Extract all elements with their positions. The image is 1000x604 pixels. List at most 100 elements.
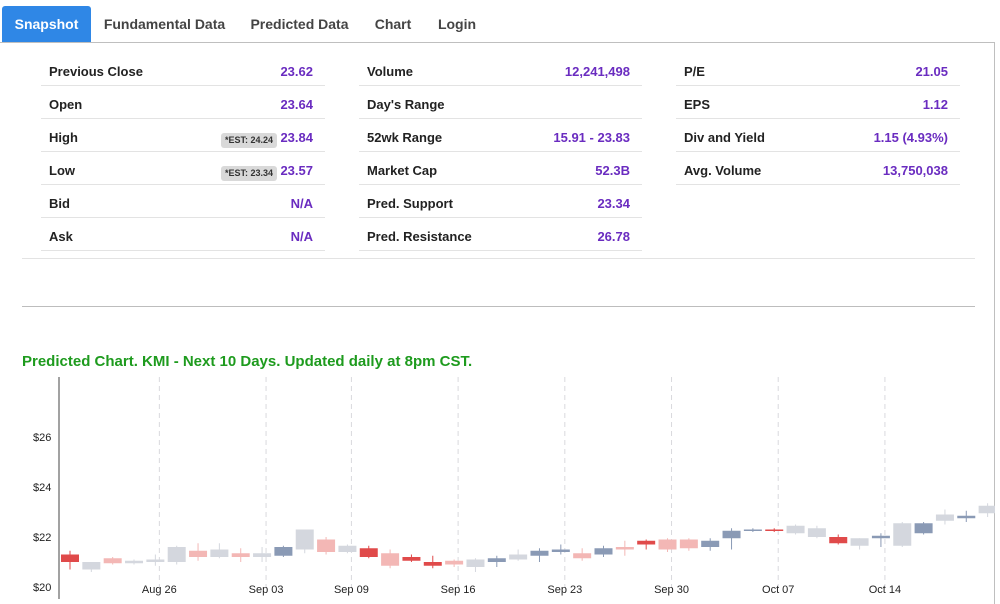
value-div-yield: 1.15 (4.93%) xyxy=(873,130,948,145)
candle-body xyxy=(445,560,464,565)
label-previous-close: Previous Close xyxy=(49,64,143,79)
candle-body xyxy=(765,529,784,531)
value-eps: 1.12 xyxy=(922,97,948,112)
value-previous-close: 23.62 xyxy=(280,64,313,79)
label-avg-volume: Avg. Volume xyxy=(684,163,762,178)
label-open: Open xyxy=(49,97,83,112)
row-open: Open 23.64 xyxy=(41,86,325,119)
divider-light xyxy=(22,258,975,259)
label-pe: P/E xyxy=(684,64,705,79)
row-volume: Volume 12,241,498 xyxy=(359,53,642,86)
label-days-range: Day's Range xyxy=(367,97,445,112)
value-open: 23.64 xyxy=(280,97,313,112)
value-52wk-range: 15.91 - 23.83 xyxy=(553,130,630,145)
candle-body xyxy=(423,562,442,566)
tab-chart[interactable]: Chart xyxy=(374,16,412,32)
value-pred-resistance: 26.78 xyxy=(597,229,630,244)
candle-body xyxy=(594,548,613,555)
candle-body xyxy=(679,539,698,549)
value-pe: 21.05 xyxy=(915,64,948,79)
label-ask: Ask xyxy=(49,229,73,244)
label-bid: Bid xyxy=(49,196,70,211)
candle-body xyxy=(466,559,485,567)
candle-body xyxy=(61,554,79,562)
candle-body xyxy=(509,554,528,560)
candle-body xyxy=(935,514,954,521)
chart-title: Predicted Chart. KMI - Next 10 Days. Upd… xyxy=(22,353,473,370)
value-low: 23.57 xyxy=(280,163,313,178)
row-previous-close: Previous Close 23.62 xyxy=(41,53,325,86)
candle-body xyxy=(722,530,741,539)
tab-login[interactable]: Login xyxy=(437,16,477,32)
tab-snapshot[interactable]: Snapshot xyxy=(2,6,91,43)
candle-body xyxy=(829,537,848,544)
x-tick-label: Sep 16 xyxy=(441,584,476,596)
y-tick-label: $20 xyxy=(33,582,51,594)
candle-body xyxy=(103,558,122,564)
row-pred-resistance: Pred. Resistance 26.78 xyxy=(359,218,642,251)
candle-body xyxy=(786,525,805,534)
row-ask: Ask N/A xyxy=(41,218,325,251)
tab-bar: Snapshot Fundamental Data Predicted Data… xyxy=(0,6,1000,43)
row-market-cap: Market Cap 52.3B xyxy=(359,152,642,185)
x-tick-label: Oct 07 xyxy=(762,584,794,596)
est-badge-low: *EST: 23.34 xyxy=(220,166,277,181)
candlestick-chart: Aug 26 Sep 03 Sep 09 Sep 16 Sep 23 Sep 30 Oct … xyxy=(33,377,995,599)
candle-body xyxy=(637,540,656,545)
value-market-cap: 52.3B xyxy=(595,163,630,178)
candle-body xyxy=(658,539,677,550)
value-volume: 12,241,498 xyxy=(564,64,630,79)
label-eps: EPS xyxy=(684,97,711,112)
x-tick-label: Sep 23 xyxy=(547,584,582,596)
row-eps: EPS 1.12 xyxy=(676,86,960,119)
x-tick-label: Sep 30 xyxy=(654,584,689,596)
value-ask: N/A xyxy=(290,229,313,244)
candle-body xyxy=(743,529,762,531)
tab-fundamental-data[interactable]: Fundamental Data xyxy=(103,16,226,32)
candle-body xyxy=(210,549,229,557)
candle-body xyxy=(893,523,912,546)
label-low: Low xyxy=(49,163,75,178)
candle-body xyxy=(189,550,208,557)
label-div-yield: Div and Yield xyxy=(684,130,765,145)
value-high: 23.84 xyxy=(280,130,313,145)
candle-body xyxy=(231,553,250,557)
candle-body xyxy=(957,515,976,519)
candle-body xyxy=(850,538,869,546)
row-pred-support: Pred. Support 23.34 xyxy=(359,185,642,218)
row-high: High *EST: 24.24 23.84 xyxy=(41,119,325,152)
candle-body xyxy=(274,547,293,556)
candle-body xyxy=(146,559,165,562)
label-volume: Volume xyxy=(367,64,413,79)
row-52wk-range: 52wk Range 15.91 - 23.83 xyxy=(359,119,642,152)
candle-body xyxy=(317,539,336,552)
x-tick-label: Sep 03 xyxy=(249,584,284,596)
y-tick-label: $22 xyxy=(33,532,51,544)
candle-body xyxy=(295,529,314,550)
candle-body xyxy=(82,562,101,570)
candle-body xyxy=(978,505,995,514)
candle-body xyxy=(573,553,592,559)
candle-body xyxy=(551,549,570,552)
y-tick-label: $24 xyxy=(33,482,51,494)
candle-body xyxy=(701,540,720,547)
row-days-range: Day's Range xyxy=(359,86,642,119)
x-tick-label: Aug 26 xyxy=(142,584,177,596)
candle-body xyxy=(253,553,272,557)
label-high: High xyxy=(49,130,78,145)
candle-body xyxy=(530,550,549,556)
label-pred-support: Pred. Support xyxy=(367,196,453,211)
row-bid: Bid N/A xyxy=(41,185,325,218)
est-badge-high: *EST: 24.24 xyxy=(220,133,277,148)
value-avg-volume: 13,750,038 xyxy=(882,163,948,178)
x-tick-label: Oct 14 xyxy=(869,584,901,596)
value-bid: N/A xyxy=(290,196,313,211)
row-pe: P/E 21.05 xyxy=(676,53,960,86)
candle-body xyxy=(615,547,634,550)
tab-predicted-data[interactable]: Predicted Data xyxy=(250,16,349,32)
candle-body xyxy=(338,545,357,552)
candle-body xyxy=(487,558,506,562)
row-avg-volume: Avg. Volume 13,750,038 xyxy=(676,152,960,185)
label-pred-resistance: Pred. Resistance xyxy=(367,229,472,244)
divider xyxy=(22,306,975,307)
